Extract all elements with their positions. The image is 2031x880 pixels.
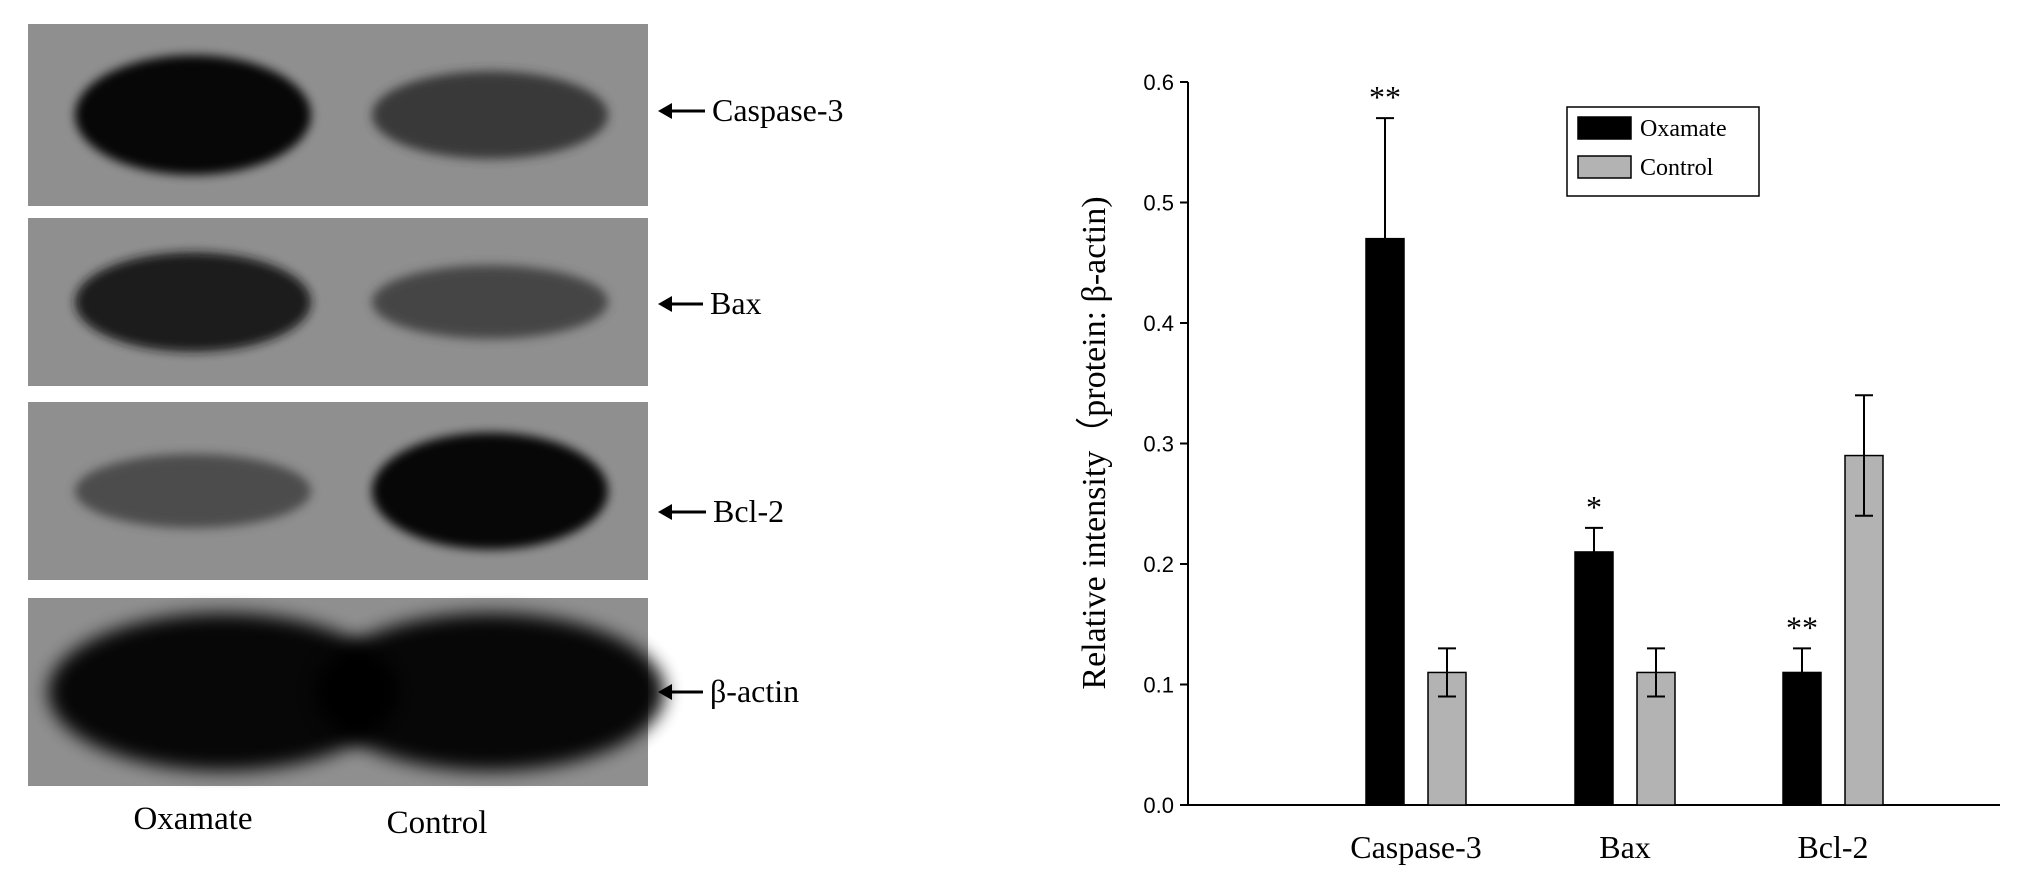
- y-tick-label: 0.6: [1143, 70, 1174, 95]
- blot-band-control: [372, 432, 608, 550]
- y-tick-label: 0.1: [1143, 673, 1174, 698]
- arrow-left-icon: [658, 684, 672, 700]
- lane-label-control: Control: [387, 805, 488, 841]
- legend: Oxamate Control: [1566, 106, 1760, 197]
- y-tick-label: 0.3: [1143, 432, 1174, 457]
- western-blot-panel: [28, 24, 665, 786]
- legend-label-control: Control: [1640, 155, 1714, 181]
- blot-band-oxamate: [75, 252, 311, 352]
- blot-strip-1: [28, 24, 648, 206]
- band-label-bax: Bax: [658, 285, 762, 321]
- arrow-left-icon: [658, 296, 672, 312]
- svg-text:Bcl-2: Bcl-2: [713, 493, 784, 529]
- blot-band-oxamate: [48, 613, 398, 771]
- y-axis-label: Relative intensity（protein: β-actin): [1075, 196, 1113, 689]
- band-label-caspase-3: Caspase-3: [658, 92, 844, 128]
- bar-oxamate-bax: [1574, 551, 1614, 806]
- y-tick-label: 0.0: [1143, 793, 1174, 818]
- svg-text:β-actin: β-actin: [710, 673, 799, 709]
- y-tick-label: 0.4: [1143, 311, 1174, 336]
- blot-band-oxamate: [75, 55, 311, 175]
- band-label-bcl-2: Bcl-2: [658, 493, 784, 529]
- blot-band-control: [315, 613, 665, 771]
- significance-marker: **: [1369, 79, 1401, 115]
- blot-strip-3: [28, 402, 648, 580]
- significance-marker: **: [1786, 609, 1818, 645]
- blot-band-oxamate: [75, 453, 311, 529]
- arrow-left-icon: [658, 103, 672, 119]
- x-tick-label: Caspase-3: [1350, 829, 1482, 865]
- x-tick-label: Bax: [1599, 829, 1651, 865]
- blot-strip-2: [28, 218, 648, 386]
- legend-label-oxamate: Oxamate: [1640, 116, 1727, 142]
- significance-marker: *: [1586, 489, 1602, 525]
- legend-swatch-oxamate: [1577, 116, 1632, 140]
- band-label-beta-actin: β-actin: [658, 673, 799, 709]
- bar-oxamate-bcl-2: [1782, 671, 1822, 806]
- y-tick-label: 0.5: [1143, 191, 1174, 216]
- svg-text:Caspase-3: Caspase-3: [712, 92, 844, 128]
- blot-strip-4: [28, 598, 665, 786]
- x-tick-label: Bcl-2: [1797, 829, 1868, 865]
- arrow-left-icon: [658, 504, 672, 520]
- y-tick-label: 0.2: [1143, 552, 1174, 577]
- lane-label-oxamate: Oxamate: [133, 801, 252, 837]
- legend-swatch-control: [1577, 155, 1632, 179]
- svg-text:Bax: Bax: [710, 285, 762, 321]
- blot-band-control: [372, 265, 608, 339]
- blot-band-control: [372, 71, 608, 159]
- bar-chart: 0.00.10.20.30.40.50.6 ***** Caspase-3 Bax…: [1075, 70, 2000, 865]
- bar-oxamate-caspase-3: [1365, 237, 1405, 806]
